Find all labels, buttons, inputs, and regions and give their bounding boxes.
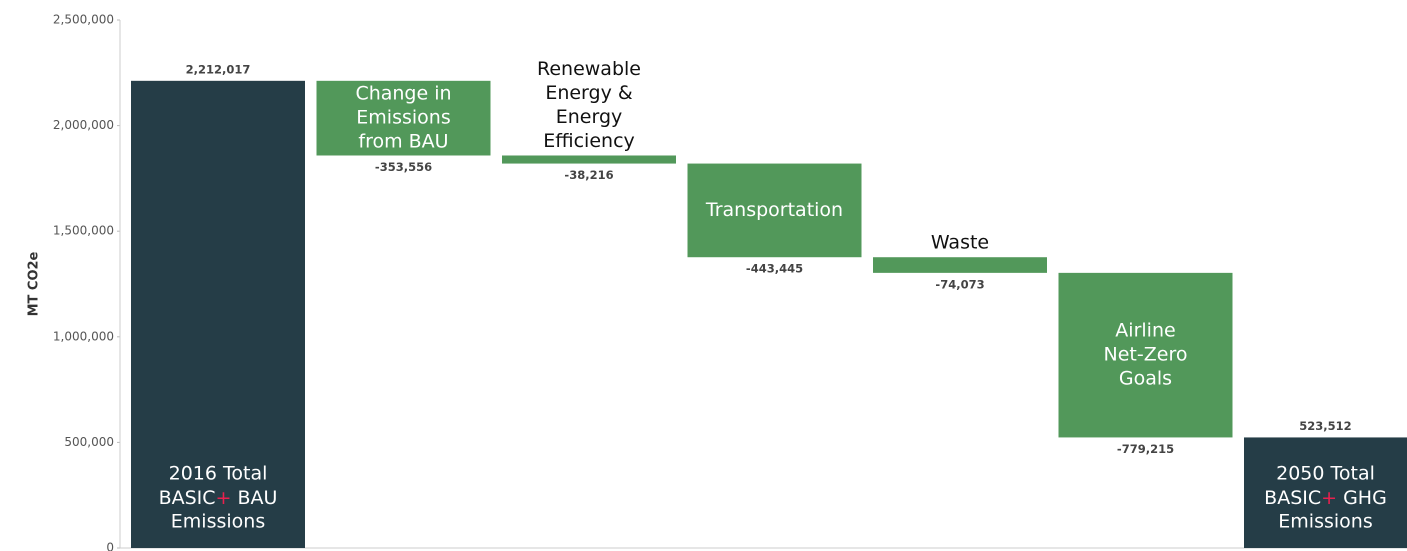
bar [1058, 272, 1233, 438]
label-part: GHG [1337, 487, 1387, 509]
bar [873, 257, 1047, 273]
category-label: Energy [556, 106, 623, 128]
bar [131, 80, 305, 548]
value-label: -353,556 [375, 160, 432, 174]
label-part: + [216, 487, 232, 509]
label-part: BASIC [1264, 487, 1321, 509]
category-label: from BAU [358, 130, 448, 152]
value-label: 2,212,017 [186, 62, 251, 76]
category-label: 2050 Total [1276, 463, 1375, 485]
y-tick-label: 2,500,000 [53, 13, 114, 27]
bar [1244, 437, 1407, 548]
category-label: 2016 Total [169, 463, 268, 485]
y-tick-label: 0 [106, 541, 114, 551]
y-tick-label: 2,000,000 [53, 118, 114, 132]
bar [687, 163, 862, 258]
category-label: Airline [1115, 320, 1175, 342]
value-label: -38,216 [564, 168, 613, 182]
label-part: BASIC [159, 487, 216, 509]
value-label: -443,445 [746, 262, 803, 276]
value-label: -74,073 [935, 277, 984, 291]
y-tick-label: 1,500,000 [53, 224, 114, 238]
category-label: Transportation [705, 199, 843, 221]
value-label: 523,512 [1299, 419, 1351, 433]
category-label: Efficiency [543, 130, 635, 152]
category-label: BASIC+ BAU [159, 487, 278, 509]
category-label: Emissions [356, 106, 450, 128]
y-tick-label: 1,000,000 [53, 329, 114, 343]
y-axis-label: MT CO2e [27, 251, 42, 316]
label-part: BAU [231, 487, 277, 509]
value-label: -779,215 [1117, 442, 1174, 456]
category-label: Emissions [1278, 511, 1372, 533]
category-label: Renewable [537, 58, 641, 80]
category-label: Waste [931, 232, 989, 254]
bar [502, 155, 676, 164]
category-label: Goals [1119, 368, 1172, 390]
y-tick-label: 500,000 [64, 435, 114, 449]
category-label: Energy & [545, 82, 633, 104]
category-label: Emissions [171, 511, 265, 533]
bar [316, 80, 491, 156]
category-label: BASIC+ GHG [1264, 487, 1387, 509]
category-label: Net-Zero [1104, 344, 1188, 366]
category-label: Change in [355, 82, 451, 104]
label-part: + [1321, 487, 1337, 509]
